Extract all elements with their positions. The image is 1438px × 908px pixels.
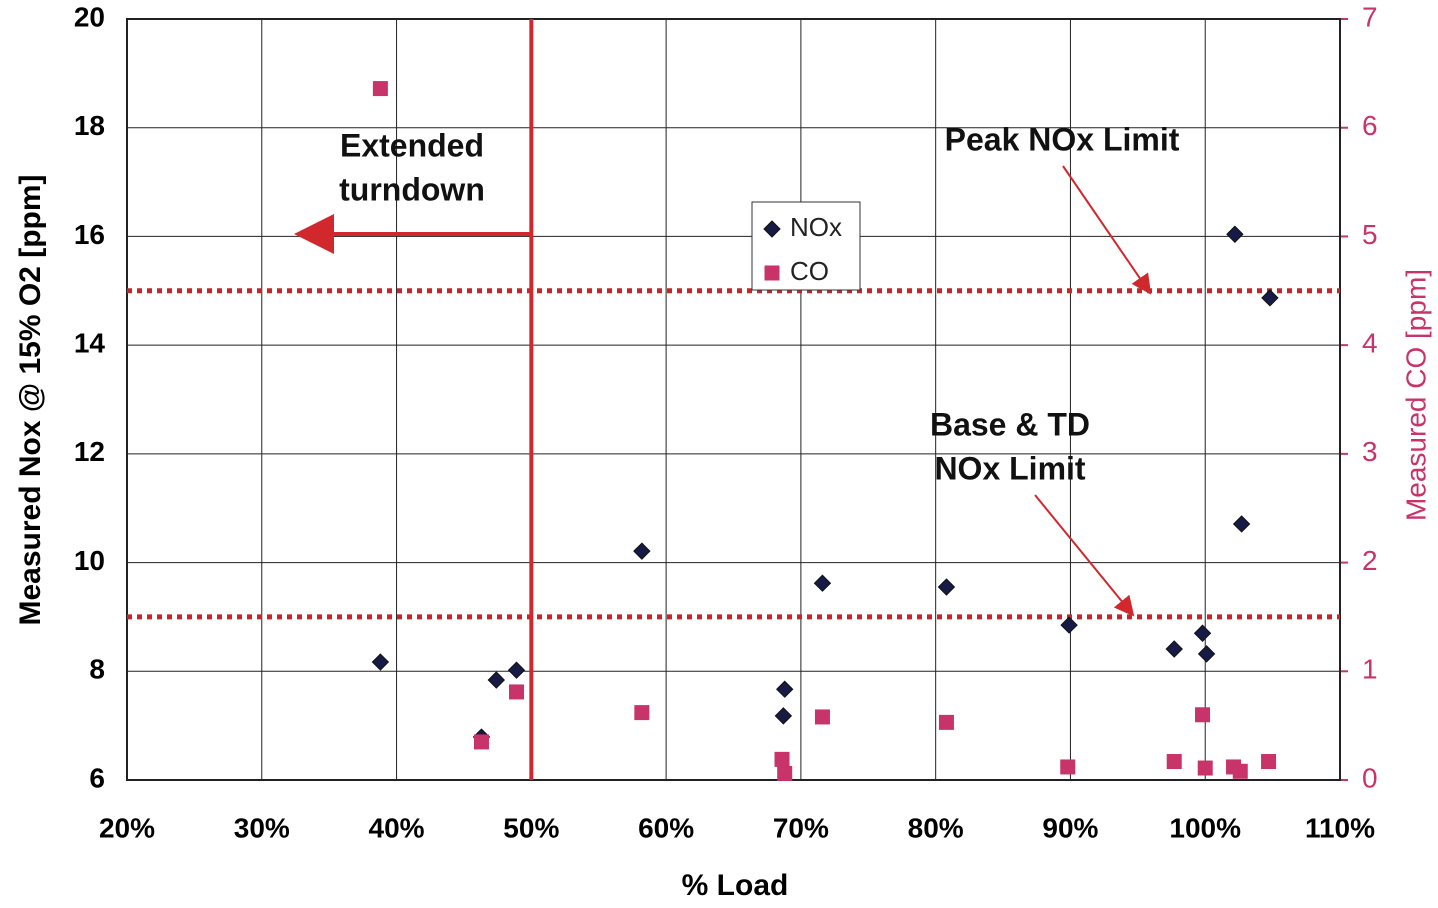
nox-point [1234,516,1250,532]
y2-tick-label: 4 [1362,328,1378,359]
co-point [1167,754,1182,769]
nox-point [938,579,954,595]
x-axis-title: % Load [682,869,789,902]
x-tick-label: 20% [99,812,155,843]
annotation: NOx Limit [934,450,1085,486]
co-point [765,266,780,281]
nox-point [777,681,793,697]
co-point [775,752,790,767]
y2-tick-label: 7 [1362,1,1378,32]
y2-axis-title: Measured CO [ppm] [1400,269,1431,521]
nox-point [509,662,525,678]
y-tick-label: 16 [74,219,105,250]
y2-tick-label: 0 [1362,762,1378,793]
co-point [815,709,830,724]
y2-tick-label: 3 [1362,436,1378,467]
co-point [1060,759,1075,774]
annotation: Base & TD [930,406,1090,442]
peak-arrow [1063,166,1150,293]
y-tick-label: 14 [74,328,106,359]
x-tick-label: 80% [908,812,964,843]
annotation: turndown [339,171,485,207]
nox-point [372,654,388,670]
y-tick-label: 8 [89,654,105,685]
co-point [1198,761,1213,776]
nox-point [775,708,791,724]
x-tick-label: 110% [1305,812,1375,843]
y2-tick-label: 6 [1362,110,1378,141]
nox-point [1061,617,1077,633]
chart: 20%30%40%50%60%70%80%90%100%110%68101214… [0,0,1438,903]
x-tick-label: 70% [773,812,829,843]
y2-tick-label: 1 [1362,654,1378,685]
x-tick-label: 30% [234,812,290,843]
nox-point [1166,641,1182,657]
base-arrow [1035,495,1133,615]
legend-label: CO [790,256,829,286]
nox-point [1227,226,1243,242]
y-axis-title: Measured Nox @ 15% O2 [ppm] [14,174,47,625]
nox-point [814,575,830,591]
co-point [509,684,524,699]
co-point [1195,707,1210,722]
co-point [939,715,954,730]
x-tick-label: 90% [1042,812,1098,843]
x-tick-label: 50% [503,812,559,843]
co-point [1233,764,1248,779]
annotation: Extended [340,127,484,163]
co-point [634,705,649,720]
y-tick-label: 20 [74,1,105,32]
x-tick-label: 40% [369,812,425,843]
annotation: Peak NOx Limit [945,121,1180,157]
co-point [1261,754,1276,769]
y-tick-label: 10 [74,545,105,576]
y-tick-label: 6 [89,762,105,793]
y-tick-label: 12 [74,436,105,467]
nox-point [1195,625,1211,641]
co-point [777,766,792,781]
y2-tick-label: 5 [1362,219,1378,250]
nox-point [634,543,650,559]
y2-tick-label: 2 [1362,545,1378,576]
co-point [474,734,489,749]
x-tick-label: 100% [1169,812,1241,843]
co-point [373,81,388,96]
x-tick-label: 60% [638,812,694,843]
y-tick-label: 18 [74,110,105,141]
nox-point [488,672,504,688]
legend-label: NOx [790,212,842,242]
nox-point [1262,290,1278,306]
nox-point [1199,646,1215,662]
